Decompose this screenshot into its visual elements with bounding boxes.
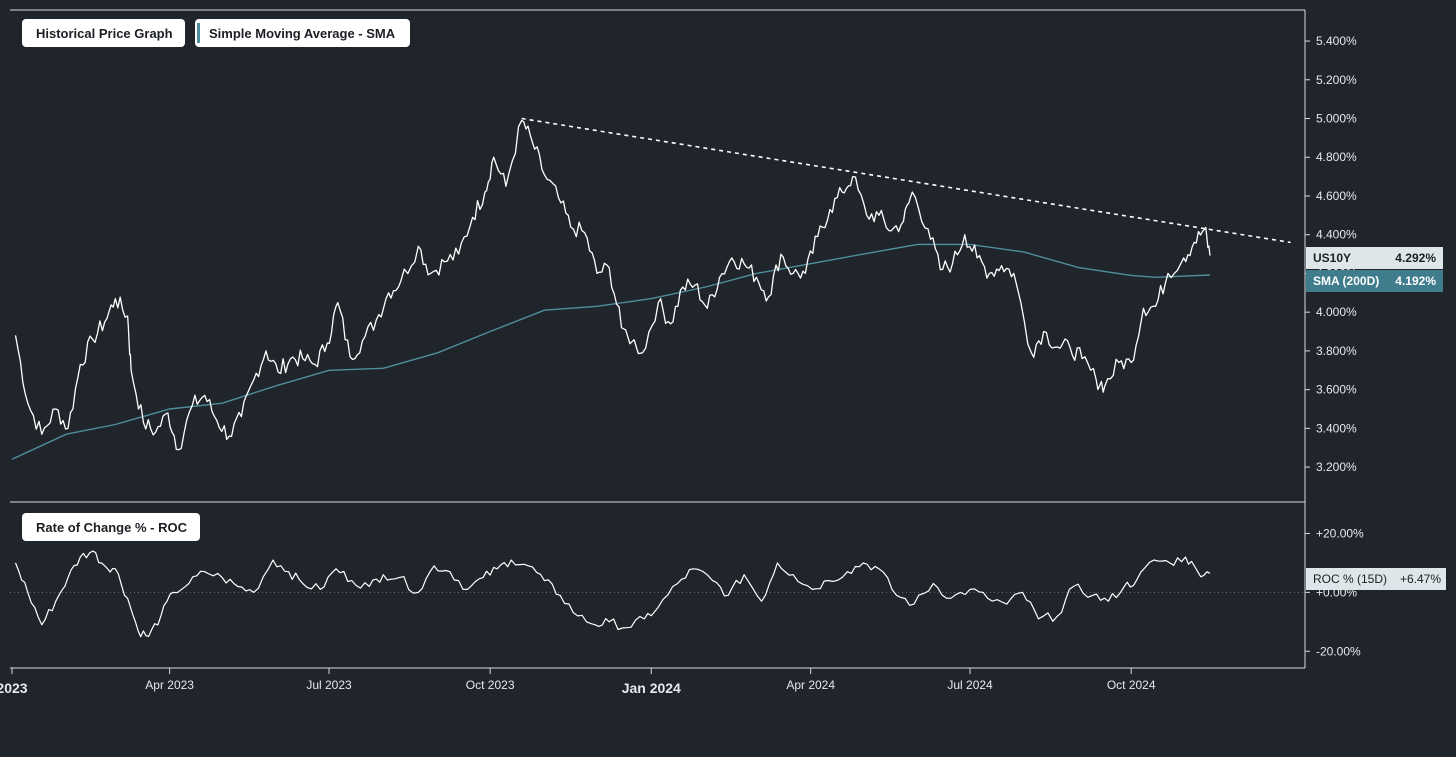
x-tick-label: Oct 2024 — [1107, 678, 1156, 692]
legend-price-label: Historical Price Graph — [36, 26, 173, 41]
legend-sma-label: Simple Moving Average - SMA — [209, 26, 396, 41]
price-y-tick-label: 4.000% — [1316, 305, 1357, 319]
x-tick-label: Jul 2024 — [947, 678, 993, 692]
legend-price-button[interactable]: Historical Price Graph — [22, 19, 185, 47]
price-y-tick-label: 4.600% — [1316, 189, 1357, 203]
x-axis: 2023 Apr 2023 Jul 2023 Oct 2023 Jan 2024 Apr … — [0, 668, 1156, 696]
x-tick-label: Jul 2023 — [306, 678, 352, 692]
price-y-tick-label: 4.800% — [1316, 150, 1357, 164]
readout-sma: SMA (200D) 4.192% — [1306, 270, 1443, 292]
legend-roc-button[interactable]: Rate of Change % - ROC — [22, 513, 200, 541]
readout-roc-name: ROC % (15D) — [1313, 572, 1387, 586]
price-y-tick-label: 4.400% — [1316, 228, 1357, 242]
price-y-tick-label: 3.400% — [1316, 421, 1357, 435]
price-series-line — [14, 119, 1211, 451]
roc-series-line — [14, 550, 1211, 638]
readout-sma-value: 4.192% — [1395, 274, 1436, 288]
x-tick-label: Apr 2023 — [145, 678, 194, 692]
roc-y-tick-label: -20.00% — [1316, 644, 1361, 658]
readout-price-value: 4.292% — [1395, 251, 1436, 265]
price-y-tick-label: 5.000% — [1316, 112, 1357, 126]
price-y-tick-label: 3.800% — [1316, 344, 1357, 358]
legend-sma-button[interactable]: Simple Moving Average - SMA — [195, 19, 410, 47]
roc-y-tick-label: +20.00% — [1316, 526, 1364, 540]
legend-sma-swatch — [197, 23, 200, 43]
sma-series-line — [11, 243, 1211, 460]
readout-sma-name: SMA (200D) — [1313, 274, 1379, 288]
readout-price: US10Y 4.292% — [1306, 247, 1443, 269]
readout-roc: ROC % (15D) +6.47% — [1306, 568, 1446, 590]
x-tick-label: 2023 — [0, 680, 28, 696]
price-y-tick-label: 5.400% — [1316, 34, 1357, 48]
price-y-tick-label: 3.200% — [1316, 460, 1357, 474]
resistance-trendline — [521, 117, 1291, 244]
price-y-tick-label: 3.600% — [1316, 383, 1357, 397]
legend-roc-label: Rate of Change % - ROC — [36, 520, 188, 535]
x-tick-label: Oct 2023 — [466, 678, 515, 692]
readout-price-name: US10Y — [1313, 251, 1351, 265]
price-y-axis: 5.400%5.200%5.000%4.800%4.600%4.400%4.20… — [1305, 34, 1357, 474]
x-tick-label: Jan 2024 — [622, 680, 681, 696]
x-tick-label: Apr 2024 — [786, 678, 835, 692]
price-y-tick-label: 5.200% — [1316, 73, 1357, 87]
readout-roc-value: +6.47% — [1400, 572, 1441, 586]
